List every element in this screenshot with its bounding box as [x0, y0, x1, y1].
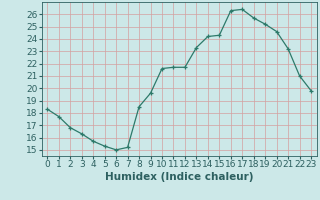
- X-axis label: Humidex (Indice chaleur): Humidex (Indice chaleur): [105, 172, 253, 182]
